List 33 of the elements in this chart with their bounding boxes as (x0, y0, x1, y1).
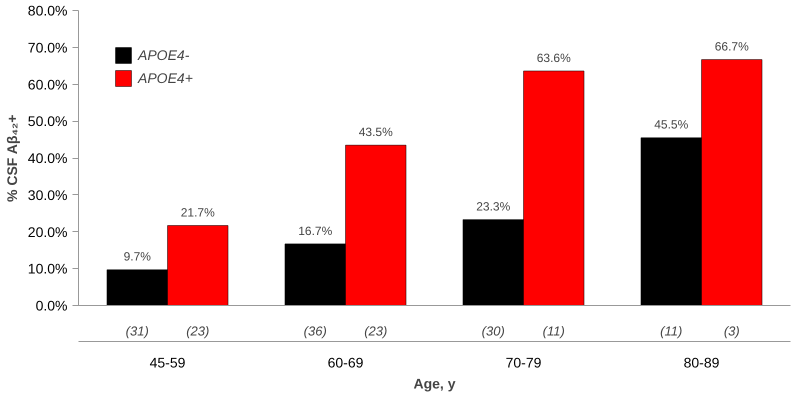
data-label: 23.3% (476, 200, 511, 214)
y-tick-label: 40.0% (28, 150, 68, 166)
data-label: 16.7% (298, 224, 333, 238)
y-tick-label: 50.0% (28, 113, 68, 130)
x-tick-label: 70-79 (506, 354, 542, 370)
y-tick-label: 0.0% (36, 298, 68, 314)
y-tick-label: 70.0% (28, 39, 68, 56)
x-tick-label: 60-69 (328, 354, 364, 370)
text: (36) (304, 324, 327, 338)
y-tick-label: 10.0% (28, 260, 68, 277)
y-tick-label: 30.0% (28, 186, 68, 203)
data-label: 9.7% (124, 250, 152, 264)
y-tick-label: 80.0% (28, 2, 68, 18)
x-axis-title: Age, y (413, 376, 456, 392)
y-tick-label: 20.0% (28, 224, 68, 240)
text: (3) (724, 324, 740, 338)
data-label: 45.5% (654, 118, 689, 132)
data-label: 63.6% (536, 50, 572, 65)
x-tick-label: 45-59 (150, 354, 186, 370)
text: (31) (126, 324, 149, 338)
data-label: 21.7% (180, 205, 216, 220)
legend-label: APOE4+ (138, 70, 193, 86)
data-label: 66.7% (714, 40, 750, 54)
text: (11) (660, 324, 682, 338)
text: (11) (542, 324, 565, 338)
text: (30) (482, 324, 505, 338)
y-axis-title: % CSF Aβ₄₂+ (4, 114, 20, 202)
legend-label: APOE4- (138, 47, 190, 63)
text: (23) (186, 324, 210, 338)
data-label: 43.5% (358, 125, 394, 140)
x-tick-label: 80-89 (684, 354, 720, 370)
text: (23) (364, 324, 388, 338)
y-tick-label: 60.0% (28, 76, 68, 92)
